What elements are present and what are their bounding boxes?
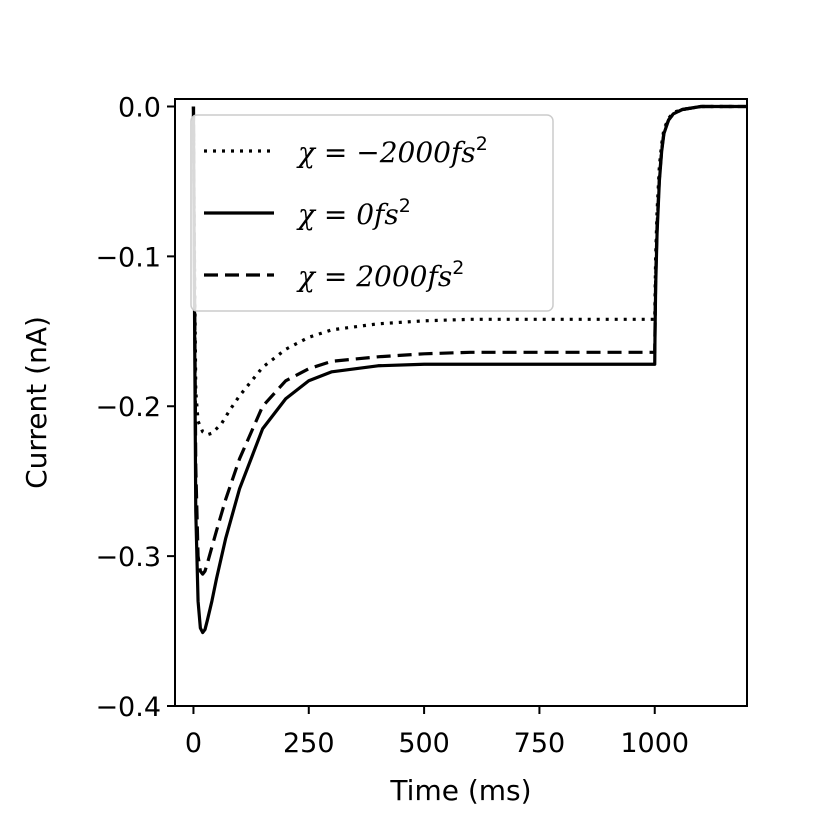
y-tick-label: −0.2 — [95, 392, 161, 423]
x-axis: 0 250 500 750 1000 — [185, 706, 689, 759]
x-tick-label: 0 — [185, 728, 202, 759]
legend-label: χ = 0fs2 — [296, 195, 411, 231]
x-tick-label: 500 — [398, 728, 450, 759]
y-axis: 0.0 −0.1 −0.2 −0.3 −0.4 — [95, 92, 175, 723]
x-axis-label: Time (ms) — [389, 774, 531, 807]
y-tick-label: −0.1 — [95, 242, 161, 273]
x-tick-label: 1000 — [620, 728, 689, 759]
x-tick-label: 250 — [283, 728, 335, 759]
legend: χ = −2000fs2 χ = 0fs2 χ = 2000fs2 — [190, 114, 554, 312]
legend-label: χ = −2000fs2 — [296, 133, 488, 169]
y-tick-label: −0.3 — [95, 542, 161, 573]
series-line-3 — [191, 104, 747, 576]
plot-frame — [174, 98, 748, 707]
y-tick-label: 0.0 — [118, 92, 161, 123]
legend-box — [190, 114, 554, 312]
plot-lines — [191, 104, 747, 635]
y-axis-label: Current (nA) — [20, 316, 53, 489]
x-tick-label: 750 — [514, 728, 566, 759]
y-tick-label: −0.4 — [95, 692, 161, 723]
legend-label: χ = 2000fs2 — [296, 257, 464, 293]
